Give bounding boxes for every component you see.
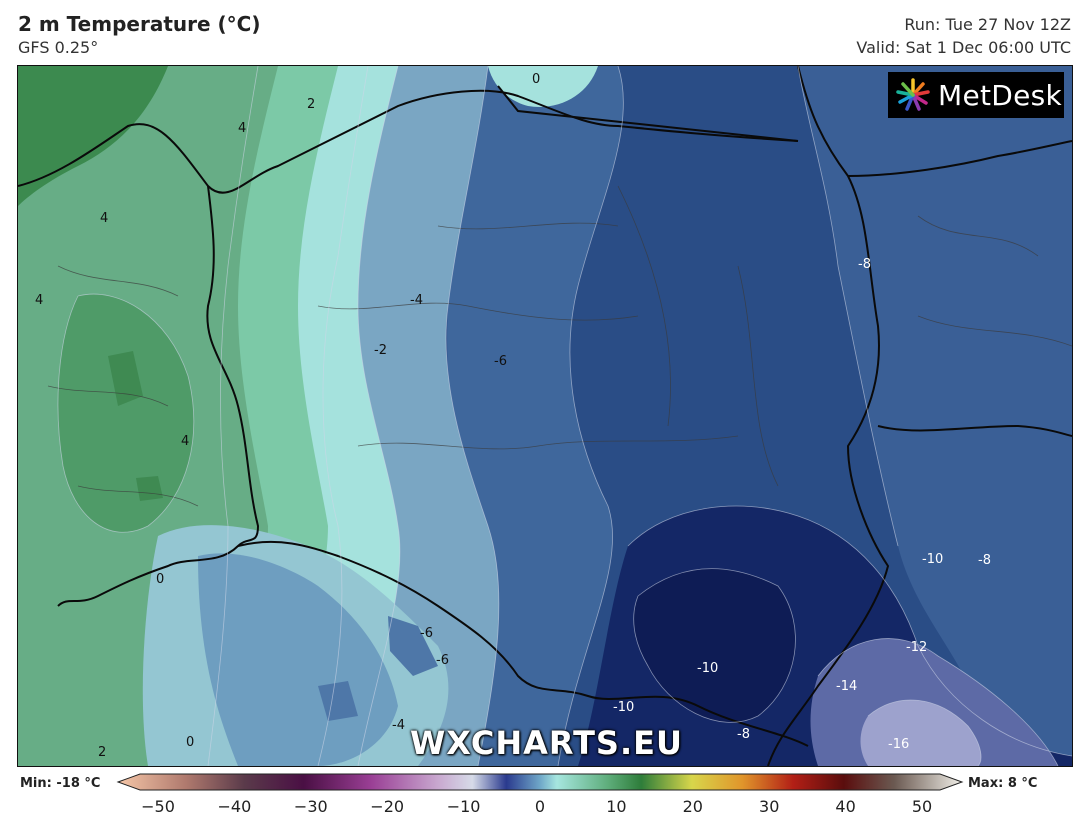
map-canvas: 0 2 4 4 4 4 -4 -2 -6 -8 0 -6 -6 -4 2 0 -… — [18, 66, 1072, 766]
contour-label: -10 — [613, 700, 634, 715]
mountain-cold-spot — [388, 616, 438, 676]
baltic-cap — [488, 66, 598, 107]
colorbar-tick-label: 30 — [759, 797, 780, 816]
contour-label: 0 — [532, 72, 540, 87]
contour-label: -8 — [737, 727, 750, 742]
contour-label: -10 — [922, 552, 943, 567]
colorbar-tick-label: 0 — [534, 797, 546, 816]
contour-label: -6 — [494, 354, 507, 369]
warm-spot-2 — [136, 476, 163, 501]
contour-label: 4 — [238, 121, 246, 136]
colorbar-gradient — [116, 773, 964, 791]
contour-label: 0 — [156, 572, 164, 587]
colorbar-tick-label: 20 — [682, 797, 703, 816]
contour-label: 2 — [307, 97, 315, 112]
temperature-map[interactable]: 0 2 4 4 4 4 -4 -2 -6 -8 0 -6 -6 -4 2 0 -… — [17, 65, 1073, 767]
contour-label: 2 — [98, 745, 106, 760]
contour-label: 4 — [181, 434, 189, 449]
west-warm-pocket — [58, 294, 194, 533]
contour-label: -8 — [858, 257, 871, 272]
model-label: GFS 0.25° — [18, 38, 99, 57]
contour-label: -4 — [392, 718, 405, 733]
cold-spot-2 — [318, 681, 358, 721]
isotherm-lines — [57, 66, 1072, 766]
se-minimum-fill — [860, 699, 981, 766]
contour-label: -4 — [410, 293, 423, 308]
colorbar-tick-label: 10 — [606, 797, 627, 816]
colorbar-tick-label: −50 — [141, 797, 175, 816]
colorbar-tick-label: −20 — [370, 797, 405, 816]
min-temp-label: Min: -18 °C — [20, 776, 101, 791]
contour-label: -6 — [420, 626, 433, 641]
contour-label: -8 — [978, 553, 991, 568]
contour-label: 0 — [186, 735, 194, 750]
regional-borders — [47, 185, 1072, 507]
contour-labels: 0 2 4 4 4 4 -4 -2 -6 -8 0 -6 -6 -4 2 0 -… — [35, 72, 991, 760]
contour-label: 4 — [35, 293, 43, 308]
run-time: Run: Tue 27 Nov 12Z — [904, 15, 1071, 34]
coldest-core-fill — [633, 568, 796, 723]
chart-title: 2 m Temperature (°C) — [18, 12, 261, 36]
metdesk-logo-text: MetDesk — [938, 78, 1063, 112]
contour-label: -16 — [888, 737, 909, 752]
colorbar: Min: -18 °C Max: 8 °C — [0, 770, 1088, 830]
colorbar-strip — [116, 773, 964, 791]
valid-time: Valid: Sat 1 Dec 06:00 UTC — [856, 38, 1071, 57]
wxcharts-watermark: WXCHARTS.EU — [410, 724, 683, 762]
colorbar-tick-label: 40 — [835, 797, 856, 816]
contour-label: -6 — [436, 653, 449, 668]
contour-label: -12 — [906, 640, 927, 655]
contour-label: -14 — [836, 679, 857, 694]
contour-label: -2 — [374, 343, 387, 358]
colorbar-tick-label: −10 — [446, 797, 481, 816]
colorbar-tick-label: 50 — [911, 797, 933, 816]
colorbar-tick-label: −30 — [293, 797, 328, 816]
colorbar-tick-label: −40 — [217, 797, 252, 816]
contour-label: -10 — [697, 661, 718, 676]
metdesk-burst-icon — [896, 78, 930, 111]
max-temp-label: Max: 8 °C — [968, 776, 1038, 791]
contour-label: 4 — [100, 211, 108, 226]
metdesk-logo: MetDesk — [888, 72, 1064, 118]
warm-spot-1 — [108, 351, 143, 406]
